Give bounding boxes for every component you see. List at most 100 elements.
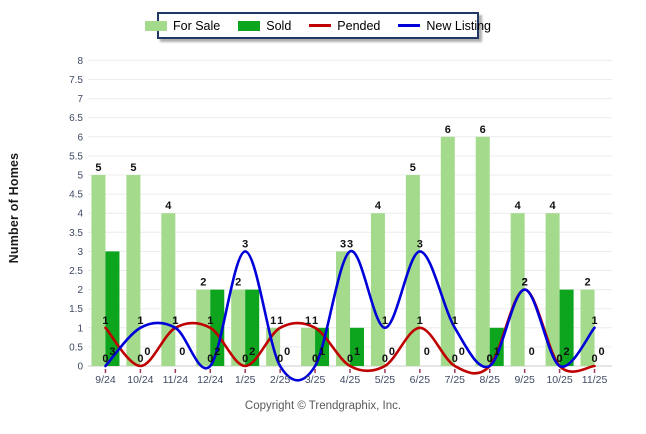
pended-value-label: 0 — [557, 353, 563, 365]
x-tick-label: 5/25 — [375, 374, 396, 386]
legend-item-new-listing: New Listing — [398, 19, 491, 33]
y-tick-label: 1 — [77, 323, 83, 334]
sold-value-label: 0 — [284, 346, 290, 358]
new-listing-value-label: 1 — [452, 315, 458, 327]
bar-sold — [210, 289, 225, 366]
bar-for-sale — [510, 213, 525, 366]
sold-value-label: 2 — [214, 346, 220, 358]
sold-value-label: 2 — [249, 346, 255, 358]
bar-for-sale — [370, 213, 385, 366]
x-tick-label: 7/25 — [445, 374, 466, 386]
new-listing-value-label: 1 — [591, 315, 597, 327]
y-tick-label: 4 — [77, 209, 83, 220]
for-sale-value-label: 6 — [445, 124, 451, 136]
bar-sold — [245, 289, 260, 366]
bar-for-sale — [301, 327, 316, 366]
x-tick-label: 11/25 — [582, 374, 608, 386]
new-listing-value-label: 0 — [102, 353, 108, 365]
x-tick-label: 6/25 — [410, 374, 431, 386]
bar-for-sale — [405, 175, 420, 366]
for-sale-value-label: 1 — [270, 315, 276, 327]
for-sale-value-label: 4 — [375, 200, 382, 212]
pended-value-label: 0 — [452, 353, 458, 365]
sold-value-label: 0 — [424, 346, 430, 358]
new-listing-value-label: 3 — [242, 238, 248, 250]
pended-value-label: 1 — [417, 315, 423, 327]
bar-for-sale — [161, 213, 176, 366]
sold-value-label: 1 — [354, 346, 360, 358]
new-listing-value-label: 2 — [522, 277, 528, 289]
y-tick-label: 3 — [77, 247, 83, 258]
y-tick-label: 2 — [77, 285, 83, 296]
y-tick-label: 0 — [77, 362, 83, 373]
new-listing-line — [104, 250, 596, 382]
y-tick-label: 3.5 — [69, 228, 83, 239]
new-listing-value-label: 1 — [137, 315, 143, 327]
y-axis-title: Number of Homes — [7, 152, 21, 264]
bar-sold — [489, 327, 504, 366]
y-tick-label: 8 — [77, 56, 83, 67]
for-sale-value-label: 4 — [165, 200, 172, 212]
bar-for-sale — [196, 289, 211, 366]
bar-for-sale — [580, 289, 595, 366]
sold-value-label: 0 — [459, 346, 465, 358]
sold-value-label: 0 — [179, 346, 185, 358]
y-tick-label: 0.5 — [69, 342, 83, 353]
bar-for-sale — [126, 175, 141, 366]
y-tick-label: 7 — [77, 94, 83, 105]
new-listing-value-label: 3 — [417, 238, 423, 250]
new-listing-value-label: 1 — [172, 315, 178, 327]
y-tick-label: 1.5 — [69, 304, 83, 315]
pended-value-label: 0 — [487, 353, 493, 365]
pended-value-label: 2 — [522, 277, 528, 289]
for-sale-swatch-icon — [145, 20, 167, 31]
sold-value-label: 0 — [144, 346, 150, 358]
sold-swatch-icon — [238, 20, 261, 31]
pended-value-label: 1 — [207, 315, 213, 327]
x-tick-label: 8/25 — [480, 374, 501, 386]
for-sale-value-label: 4 — [550, 200, 557, 212]
pended-value-label: 0 — [382, 353, 388, 365]
sold-value-label: 1 — [494, 346, 500, 358]
pended-value-label: 1 — [172, 315, 178, 327]
for-sale-value-label: 1 — [305, 315, 311, 327]
pended-value-label: 1 — [312, 315, 318, 327]
x-tick-label: 2/25 — [270, 374, 291, 386]
bar-for-sale — [545, 213, 560, 366]
bar-sold — [105, 251, 120, 366]
legend: For Sale Sold Pended New Listing — [145, 12, 491, 39]
bar-for-sale — [336, 251, 350, 366]
pended-value-label: 1 — [102, 315, 108, 327]
bar-sold — [350, 327, 364, 366]
new-listing-value-label: 0 — [487, 353, 493, 365]
new-listing-value-label: 1 — [382, 315, 388, 327]
y-tick-label: 6.5 — [69, 113, 83, 124]
legend-item-pended: Pended — [309, 19, 380, 33]
x-tick-label: 3/25 — [305, 374, 326, 386]
y-tick-label: 6 — [77, 132, 83, 143]
y-tick-label: 2.5 — [69, 266, 83, 277]
for-sale-value-label: 2 — [200, 277, 206, 289]
x-tick-label: 12/24 — [197, 374, 223, 386]
pended-value-label: 0 — [347, 353, 353, 365]
legend-label-sold: Sold — [266, 18, 292, 33]
legend-item-sold: Sold — [238, 19, 291, 33]
sold-value-label: 3 — [109, 346, 115, 358]
x-tick-label: 1/25 — [235, 374, 256, 386]
legend-item-for-sale: For Sale — [145, 19, 220, 33]
new-listing-value-label: 0 — [277, 353, 283, 365]
pended-line-swatch-icon — [309, 24, 332, 27]
pended-value-label: 0 — [242, 353, 248, 365]
for-sale-value-label: 5 — [130, 162, 136, 174]
sold-value-label: 0 — [529, 346, 535, 358]
for-sale-value-label: 2 — [584, 277, 590, 289]
new-listing-value-label: 0 — [557, 353, 563, 365]
for-sale-value-label: 5 — [95, 162, 101, 174]
x-tick-label: 11/24 — [163, 374, 189, 386]
bar-for-sale — [91, 175, 106, 366]
x-tick-label: 10/25 — [546, 374, 572, 386]
bar-for-sale — [475, 136, 490, 366]
sold-value-label: 0 — [598, 346, 604, 358]
pended-value-label: 1 — [277, 315, 283, 327]
